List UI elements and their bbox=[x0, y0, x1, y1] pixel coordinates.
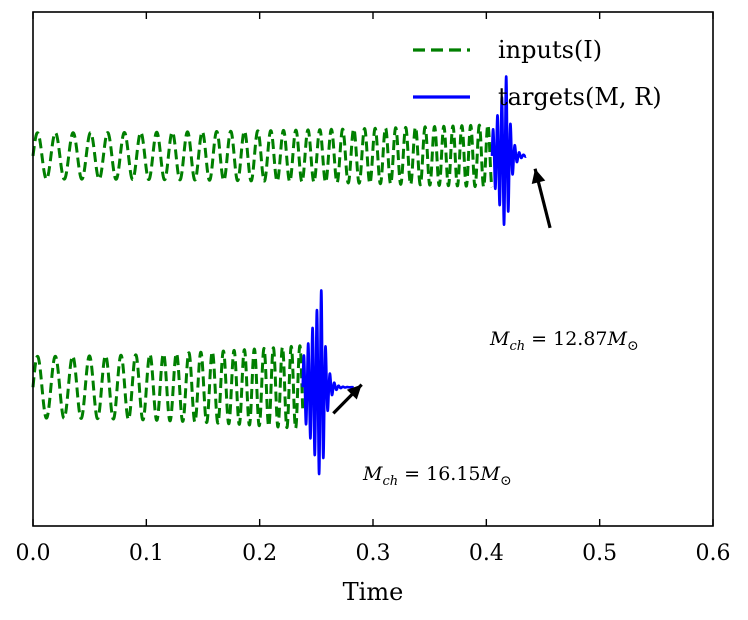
x-axis-title: Time bbox=[343, 578, 404, 606]
x-tick-label: 0.3 bbox=[356, 541, 391, 566]
x-tick-label: 0.0 bbox=[16, 541, 51, 566]
legend: inputs(I) targets(M, R) bbox=[413, 36, 662, 111]
plot-data bbox=[31, 75, 528, 476]
annotation-upper: Mch = 12.87M⊙ bbox=[489, 328, 639, 354]
series-lower-targets bbox=[301, 289, 355, 476]
series-upper-inputs bbox=[31, 123, 494, 189]
x-tick-label: 0.1 bbox=[129, 541, 164, 566]
legend-label-inputs: inputs(I) bbox=[498, 36, 602, 64]
x-tick-label: 0.2 bbox=[242, 541, 277, 566]
x-axis: 0.0 0.1 0.2 0.3 0.4 0.5 0.6 bbox=[16, 12, 731, 566]
x-tick-label: 0.6 bbox=[696, 541, 731, 566]
annotation-arrow-head bbox=[531, 168, 546, 185]
x-tick-label: 0.4 bbox=[469, 541, 504, 566]
annotation-lower: Mch = 16.15M⊙ bbox=[362, 463, 512, 489]
x-tick-label: 0.5 bbox=[582, 541, 617, 566]
annotation-arrow-head bbox=[346, 384, 362, 400]
legend-label-targets: targets(M, R) bbox=[498, 83, 662, 111]
annotations: Mch = 12.87M⊙ Mch = 16.15M⊙ bbox=[332, 168, 639, 489]
series-upper-targets bbox=[490, 75, 528, 226]
series-lower-inputs bbox=[31, 344, 305, 430]
